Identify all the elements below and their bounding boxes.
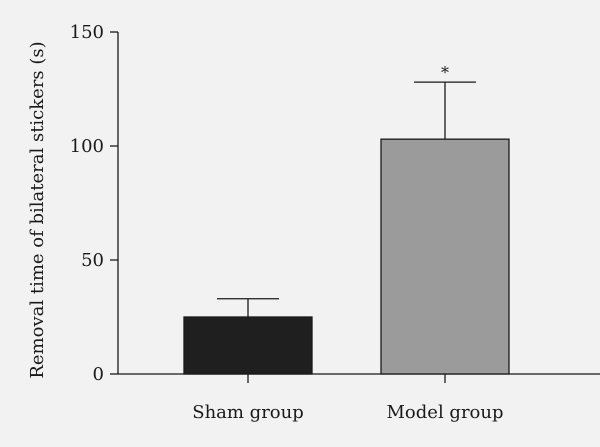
- y-tick-label: 50: [81, 250, 104, 271]
- x-axis: Sham group Model group: [118, 373, 600, 423]
- x-tick-label: Model group: [387, 402, 504, 423]
- x-tick-label: Sham group: [192, 402, 304, 423]
- bar-1: [183, 316, 313, 375]
- y-tick-label: 100: [70, 136, 104, 157]
- y-axis: 0 50 100 150: [70, 22, 119, 385]
- y-tick-label: 150: [70, 22, 104, 43]
- y-axis-label: Removal time of bilateral stickers (s): [27, 41, 48, 378]
- bar-2: [380, 138, 510, 375]
- y-tick-label: 0: [93, 364, 104, 385]
- significance-marker: *: [441, 63, 449, 82]
- bars: *: [183, 63, 510, 375]
